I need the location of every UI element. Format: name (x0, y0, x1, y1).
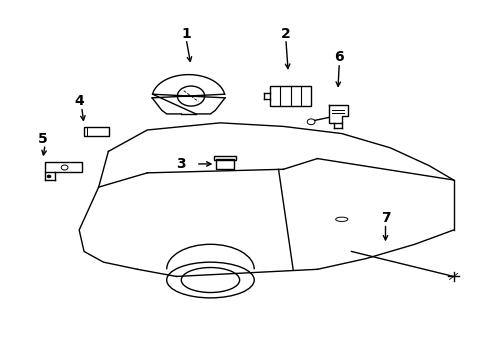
Circle shape (47, 175, 51, 178)
Text: 6: 6 (334, 50, 344, 64)
Text: 4: 4 (74, 94, 84, 108)
Text: 3: 3 (176, 157, 186, 171)
Text: 1: 1 (181, 27, 191, 41)
Text: 7: 7 (380, 211, 389, 225)
Text: 5: 5 (38, 132, 47, 146)
Text: 2: 2 (281, 27, 290, 41)
